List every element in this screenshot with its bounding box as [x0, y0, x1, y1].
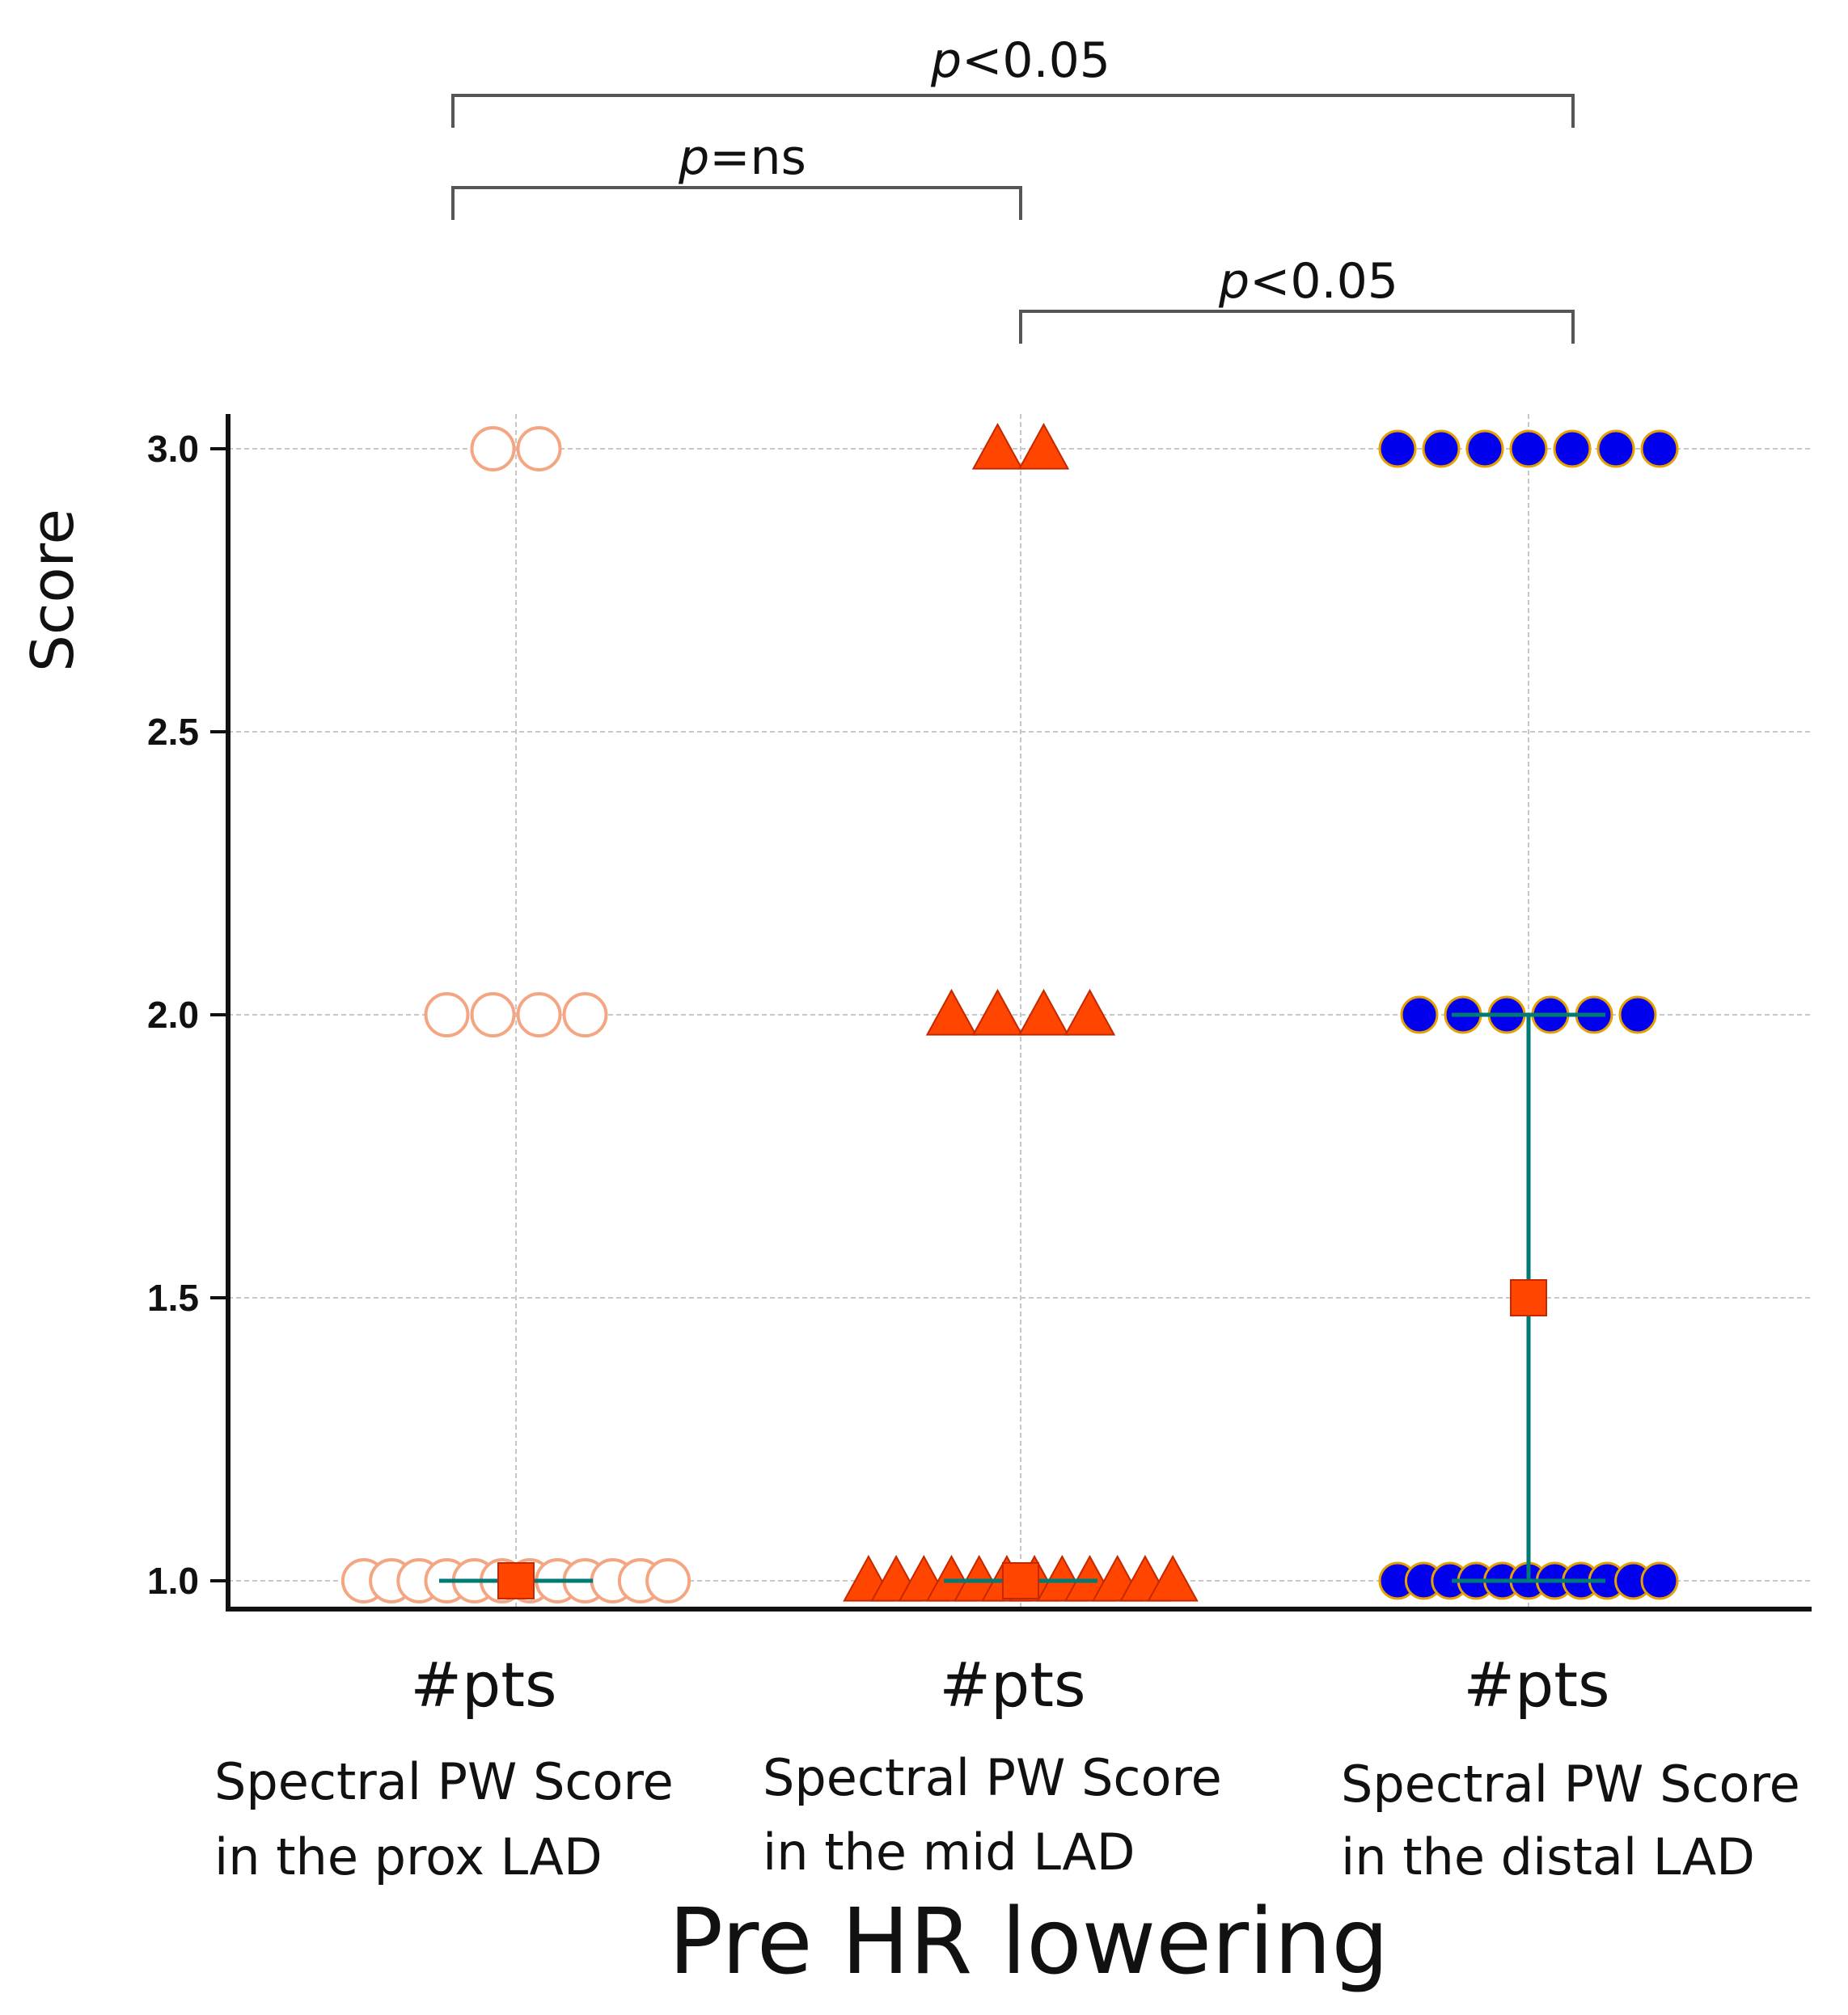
category-distal-line2: in the distal LAD — [1341, 1827, 1755, 1886]
significance-brackets: p<0.05 p=ns p<0.05 — [451, 32, 1575, 344]
category-prox-line2: in the prox LAD — [214, 1827, 603, 1886]
category-distal-line1: Spectral PW Score — [1341, 1755, 1800, 1814]
median-marker-group2 — [1002, 1562, 1039, 1599]
median-marker-group1 — [497, 1562, 535, 1599]
bracket-prox-distal — [451, 94, 1575, 128]
point-group3-score-2.0-1 — [1400, 995, 1439, 1034]
point-group2-score-2.0-1 — [925, 988, 978, 1036]
point-group3-score-3.0-5 — [1553, 429, 1592, 468]
point-group3-score-3.0-6 — [1596, 429, 1635, 468]
p-value-prox-mid: p=ns — [678, 129, 806, 186]
bracket-mid-distal — [1019, 310, 1575, 344]
ytick-label-1.5: 1.5 — [147, 1277, 199, 1319]
ytick-label-1.0: 1.0 — [147, 1560, 199, 1602]
point-group1-score-2.0-4 — [562, 992, 608, 1037]
pts-label-mid: #pts — [939, 1649, 1085, 1721]
point-group1-score-3.0-1 — [470, 426, 516, 471]
bracket-prox-mid — [451, 186, 1022, 220]
category-prox: #pts Spectral PW Score in the prox LAD — [214, 1649, 674, 1886]
y-axis-label: Score — [19, 509, 87, 672]
point-group1-score-3.0-2 — [516, 426, 562, 471]
ytick-label-2.5: 2.5 — [147, 711, 199, 753]
median-iqr-markers — [439, 1012, 1605, 1599]
point-group3-score-1.0-11 — [1640, 1561, 1679, 1600]
axes — [226, 414, 1812, 1612]
point-group3-score-3.0-2 — [1422, 429, 1461, 468]
point-group2-score-3.0-1 — [971, 422, 1024, 470]
point-group2-score-3.0-2 — [1017, 422, 1070, 470]
point-group1-score-2.0-3 — [516, 992, 562, 1037]
point-group2-score-2.0-3 — [1017, 988, 1070, 1036]
ytick-label-2.0: 2.0 — [147, 994, 199, 1036]
pts-label-distal: #pts — [1463, 1649, 1609, 1721]
point-group3-score-3.0-3 — [1465, 429, 1504, 468]
x-axis-label: Pre HR lowering — [669, 1890, 1389, 1995]
point-group3-score-3.0-4 — [1509, 429, 1548, 468]
y-ticks: 1.0 1.5 2.0 2.5 3.0 — [147, 428, 228, 1602]
category-prox-line1: Spectral PW Score — [214, 1752, 674, 1811]
p-value-mid-distal: p<0.05 — [1218, 253, 1398, 310]
point-group1-score-1.0-12 — [645, 1558, 691, 1603]
category-labels: #pts Spectral PW Score in the prox LAD #… — [214, 1649, 1800, 1886]
point-group3-score-2.0-6 — [1618, 995, 1657, 1034]
ytick-label-3.0: 3.0 — [147, 428, 199, 470]
category-mid: #pts Spectral PW Score in the mid LAD — [763, 1649, 1222, 1882]
category-distal: #pts Spectral PW Score in the distal LAD — [1341, 1649, 1800, 1886]
comparison-prox-mid: p=ns — [451, 129, 1022, 220]
median-marker-group3 — [1510, 1279, 1547, 1316]
point-group3-score-3.0-1 — [1378, 429, 1417, 468]
point-group2-score-2.0-2 — [971, 988, 1024, 1036]
p-value-prox-distal: p<0.05 — [930, 32, 1110, 89]
pts-label-prox: #pts — [410, 1649, 556, 1721]
comparison-prox-distal: p<0.05 — [451, 32, 1575, 128]
point-group1-score-2.0-2 — [470, 992, 516, 1037]
point-group1-score-2.0-1 — [424, 992, 470, 1037]
point-group2-score-2.0-4 — [1064, 988, 1116, 1036]
point-group2-score-1.0-12 — [1147, 1554, 1199, 1602]
point-group3-score-3.0-7 — [1640, 429, 1679, 468]
category-mid-line1: Spectral PW Score — [763, 1748, 1222, 1807]
category-mid-line2: in the mid LAD — [763, 1823, 1135, 1882]
comparison-mid-distal: p<0.05 — [1019, 253, 1575, 344]
